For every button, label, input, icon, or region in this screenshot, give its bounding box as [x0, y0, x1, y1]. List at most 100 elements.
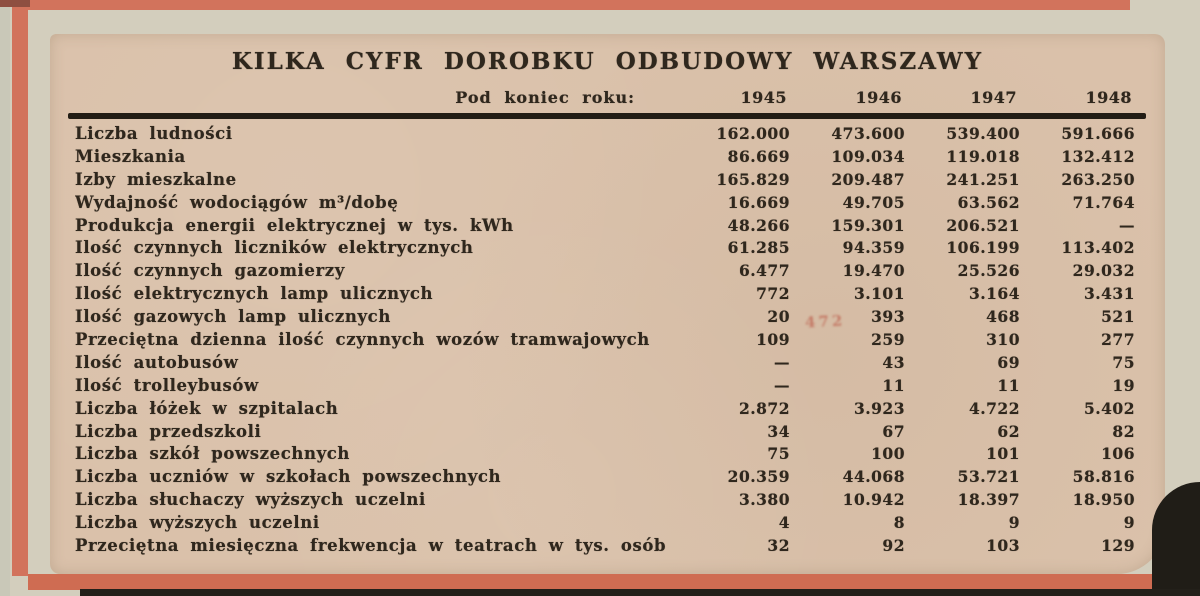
- value-1947: 63.562: [957, 192, 1020, 212]
- value-1945: 48.266: [727, 215, 790, 235]
- table-row: Przeciętna dzienna ilość czynnych wozów …: [75, 329, 1140, 352]
- row-label: Liczba ludności: [75, 124, 233, 143]
- value-1947: 11: [997, 375, 1020, 395]
- value-1945: 20: [767, 307, 790, 327]
- value-1946: 473.600: [831, 124, 905, 143]
- value-1947: 468: [986, 307, 1020, 327]
- value-1948: 521: [1101, 307, 1135, 327]
- value-1946: 209.487: [831, 169, 905, 189]
- value-1947: 18.397: [957, 490, 1020, 510]
- row-label: Ilość trolleybusów: [75, 375, 259, 395]
- row-label: Przeciętna dzienna ilość czynnych wozów …: [75, 330, 650, 350]
- value-1946: 259: [871, 330, 905, 350]
- year-column-header-1945: 1945: [740, 88, 787, 107]
- value-1945: 32: [767, 536, 790, 556]
- table-paper-panel: KILKA CYFR DOROBKU ODBUDOWY WARSZAWY Pod…: [50, 34, 1165, 574]
- value-1948: 19: [1112, 375, 1135, 395]
- value-1946: 159.301: [831, 215, 905, 235]
- value-1945: 16.669: [727, 192, 790, 212]
- row-label: Ilość gazowych lamp ulicznych: [75, 307, 391, 327]
- value-1947: 9: [1008, 513, 1020, 533]
- row-label: Liczba uczniów w szkołach powszechnych: [75, 467, 502, 487]
- table-row: Ilość czynnych gazomierzy 6.477 19.470 2…: [75, 260, 1140, 283]
- value-1947: 103: [986, 536, 1020, 556]
- value-1948: 9: [1123, 513, 1135, 533]
- value-1947: 3.164: [968, 284, 1020, 304]
- table-row: Ilość autobusów — 43 69 75: [75, 352, 1140, 375]
- value-1945: 772: [756, 284, 790, 304]
- row-label: Liczba słuchaczy wyższych uczelni: [75, 490, 426, 510]
- table-row: Liczba przedszkoli 34 67 62 82: [75, 421, 1140, 444]
- value-1947: 4.722: [968, 398, 1020, 418]
- table-row: Produkcja energii elektrycznej w tys. kW…: [75, 215, 1140, 238]
- red-frame-top: [28, 0, 1130, 10]
- value-1946: 94.359: [842, 238, 905, 258]
- table-row: Ilość gazowych lamp ulicznych 20 393 468…: [75, 306, 1140, 329]
- table-header-label: Pod koniec roku:: [455, 88, 635, 107]
- value-1948: 129: [1101, 536, 1135, 556]
- table-row: Liczba uczniów w szkołach powszechnych 2…: [75, 466, 1140, 489]
- row-label: Izby mieszkalne: [75, 169, 237, 189]
- table-row: Liczba szkół powszechnych 75 100 101 106: [75, 443, 1140, 466]
- row-label: Liczba wyższych uczelni: [75, 513, 320, 533]
- value-1946: 44.068: [842, 467, 905, 487]
- scan-edge-left: [0, 0, 10, 596]
- value-1946: 67: [882, 421, 905, 441]
- table-row: Ilość trolleybusów — 11 11 19: [75, 375, 1140, 398]
- value-1945: 165.829: [716, 169, 790, 189]
- value-1948: 5.402: [1083, 398, 1135, 418]
- value-1945: —: [774, 375, 790, 395]
- value-1945: 3.380: [738, 490, 790, 510]
- value-1948: 132.412: [1061, 146, 1135, 166]
- table-row: Liczba słuchaczy wyższych uczelni 3.380 …: [75, 489, 1140, 512]
- value-1948: 3.431: [1083, 284, 1135, 304]
- row-label: Liczba łóżek w szpitalach: [75, 398, 339, 418]
- value-1947: 241.251: [946, 169, 1020, 189]
- value-1945: 61.285: [727, 238, 790, 258]
- value-1947: 539.400: [946, 124, 1020, 143]
- value-1947: 106.199: [946, 238, 1020, 258]
- value-1946: 10.942: [842, 490, 905, 510]
- value-1945: 109: [756, 330, 790, 350]
- value-1948: 113.402: [1061, 238, 1135, 258]
- row-label: Ilość autobusów: [75, 352, 239, 372]
- value-1945: 20.359: [727, 467, 790, 487]
- table-row: Liczba łóżek w szpitalach 2.872 3.923 4.…: [75, 398, 1140, 421]
- value-1945: 2.872: [738, 398, 790, 418]
- value-1947: 53.721: [957, 467, 1020, 487]
- value-1948: 18.950: [1072, 490, 1135, 510]
- value-1945: 75: [767, 444, 790, 464]
- value-1947: 119.018: [946, 146, 1020, 166]
- row-label: Ilość elektrycznych lamp ulicznych: [75, 284, 434, 304]
- value-1947: 69: [997, 352, 1020, 372]
- page-title: KILKA CYFR DOROBKU ODBUDOWY WARSZAWY: [231, 48, 984, 75]
- table-body: Liczba ludności 162.000 473.600 539.400 …: [75, 123, 1140, 558]
- value-1946: 43: [882, 352, 905, 372]
- table-row: Izby mieszkalne 165.829 209.487 241.251 …: [75, 169, 1140, 192]
- value-1946: 100: [871, 444, 905, 464]
- row-label: Produkcja energii elektrycznej w tys. kW…: [75, 215, 514, 235]
- value-1948: 75: [1112, 352, 1135, 372]
- value-1945: 86.669: [727, 146, 790, 166]
- table-row: Liczba wyższych uczelni 4 8 9 9: [75, 512, 1140, 535]
- value-1948: 29.032: [1072, 261, 1135, 281]
- table-row: Przeciętna miesięczna frekwencja w teatr…: [75, 535, 1140, 558]
- value-1948: 82: [1112, 421, 1135, 441]
- year-column-header-1946: 1946: [855, 88, 902, 107]
- table-row: Mieszkania 86.669 109.034 119.018 132.41…: [75, 146, 1140, 169]
- table-row: Ilość elektrycznych lamp ulicznych 772 3…: [75, 283, 1140, 306]
- row-label: Ilość czynnych gazomierzy: [75, 261, 345, 281]
- value-1946: 109.034: [831, 146, 905, 166]
- value-1948: —: [1119, 215, 1135, 235]
- value-1946: 11: [882, 375, 905, 395]
- value-1948: 58.816: [1072, 467, 1135, 487]
- value-1945: 6.477: [738, 261, 790, 281]
- row-label: Mieszkania: [75, 146, 186, 166]
- table-row: Ilość czynnych liczników elektrycznych 6…: [75, 237, 1140, 260]
- year-column-header-1948: 1948: [1085, 88, 1132, 107]
- value-1946: 8: [893, 513, 905, 533]
- value-1945: 34: [767, 421, 790, 441]
- red-frame-left: [12, 6, 28, 576]
- scan-edge-top-left: [0, 0, 30, 7]
